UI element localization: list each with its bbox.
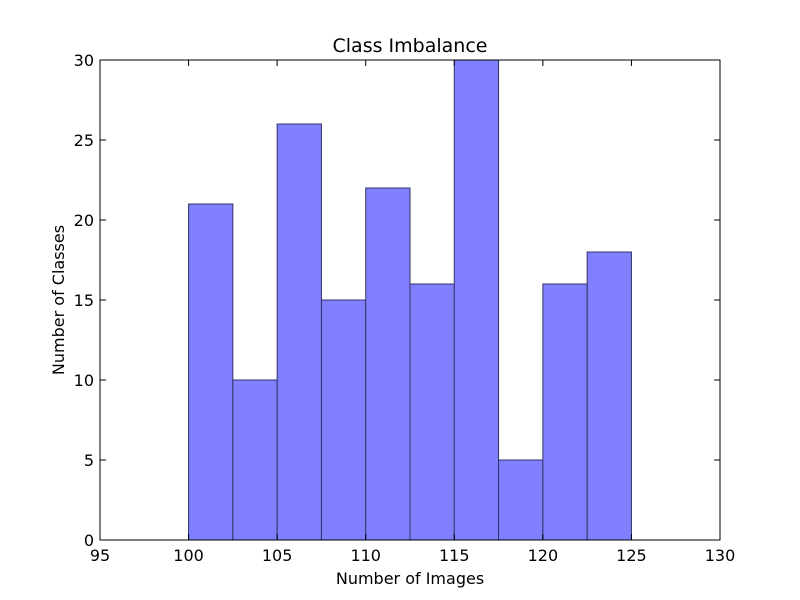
x-tick-label-95: 95 xyxy=(90,546,110,565)
histogram-bar-0 xyxy=(188,203,234,541)
bar-group xyxy=(188,59,632,541)
histogram-bar-9 xyxy=(586,251,632,541)
y-tick-label-30: 30 xyxy=(74,51,94,70)
tick-group: 95 100 105 110 115 120 125 130 0 5 10 15 20 25 30 xyxy=(74,51,736,565)
histogram-bar-2 xyxy=(276,123,322,541)
chart-title: Class Imbalance xyxy=(333,35,488,57)
histogram-bar-5 xyxy=(409,283,455,541)
histogram-bar-4 xyxy=(365,187,411,541)
histogram-bar-7 xyxy=(498,459,544,541)
x-tick-label-110: 110 xyxy=(350,546,381,565)
histogram-bar-8 xyxy=(542,283,588,541)
histogram-bar-1 xyxy=(232,379,278,541)
x-tick-label-100: 100 xyxy=(173,546,204,565)
x-tick-label-115: 115 xyxy=(439,546,470,565)
histogram-bar-6 xyxy=(453,59,500,541)
x-tick-label-125: 125 xyxy=(616,546,647,565)
y-axis-label: Number of Classes xyxy=(49,225,68,375)
y-tick-label-5: 5 xyxy=(84,451,94,470)
y-tick-label-0: 0 xyxy=(84,531,94,550)
y-tick-label-15: 15 xyxy=(74,291,94,310)
x-axis-label: Number of Images xyxy=(336,569,484,588)
x-tick-label-130: 130 xyxy=(705,546,736,565)
histogram-bar-3 xyxy=(320,299,367,541)
y-tick-label-20: 20 xyxy=(74,211,94,230)
x-tick-label-120: 120 xyxy=(528,546,559,565)
y-tick-label-25: 25 xyxy=(74,131,94,150)
x-tick-label-105: 105 xyxy=(262,546,293,565)
y-tick-label-10: 10 xyxy=(74,371,94,390)
